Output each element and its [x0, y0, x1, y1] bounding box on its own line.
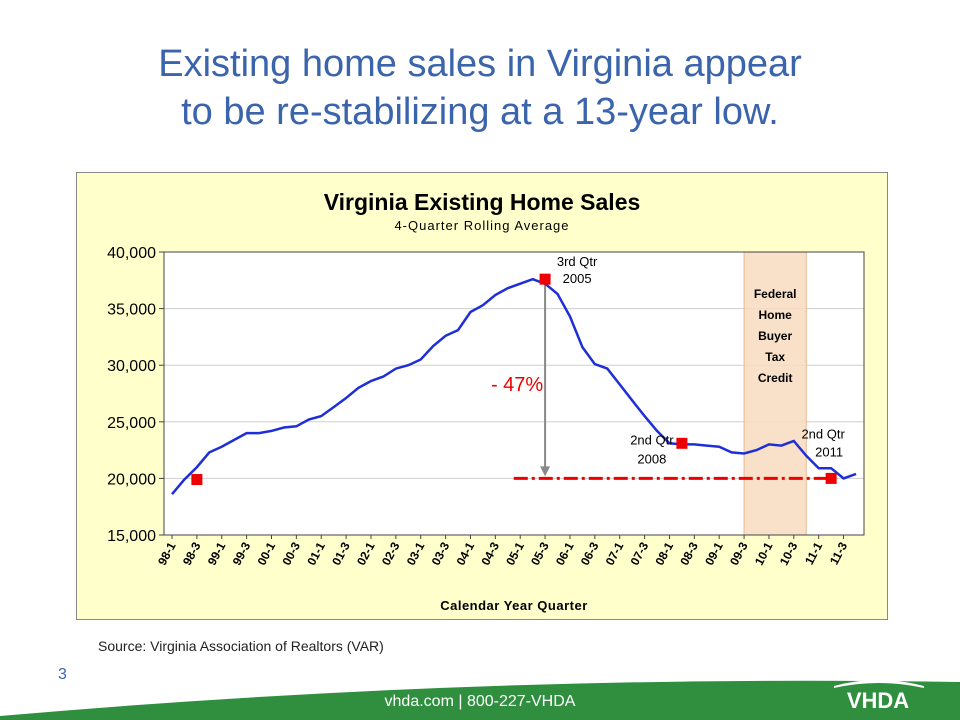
y-tick-label: 15,000 [107, 528, 156, 545]
percent-change-label: - 47% [491, 374, 543, 396]
trough-label-quarter: 2nd Qtr [630, 432, 674, 447]
y-tick-label: 30,000 [107, 358, 156, 375]
latest-label-quarter: 2nd Qtr [801, 426, 845, 441]
footer-contact: vhda.com | 800-227-VHDA [384, 693, 576, 710]
highlight-marker [825, 472, 837, 484]
page-number: 3 [58, 666, 67, 683]
highlight-marker [676, 437, 688, 449]
peak-label-quarter: 3rd Qtr [557, 254, 598, 269]
footer-swoosh [0, 680, 960, 720]
series-line [171, 277, 857, 496]
band-label-line: Tax [765, 350, 785, 364]
slide-title-line-2: to be re-stabilizing at a 13-year low. [181, 91, 779, 133]
trough-label-year: 2008 [637, 451, 666, 466]
peak-label-year: 2005 [563, 271, 592, 286]
highlight-marker [539, 273, 551, 285]
plot-border [163, 251, 865, 536]
highlight-marker [191, 474, 203, 486]
chart-container: Virginia Existing Home Sales 4-Quarter R… [76, 172, 888, 620]
chart-subtitle: 4-Quarter Rolling Average [394, 218, 569, 233]
source-note: Source: Virginia Association of Realtors… [98, 638, 384, 654]
logo-wordmark: VHDA [847, 688, 909, 713]
y-tick-label: 20,000 [107, 471, 156, 488]
band-label-line: Buyer [758, 329, 792, 343]
y-axis: 15,000 20,000 25,000 30,000 35,000 40,000 [107, 245, 164, 545]
y-tick-label: 25,000 [107, 415, 156, 432]
highlight-markers [191, 273, 837, 486]
y-tick-label: 35,000 [107, 302, 156, 319]
home-sales-chart: Virginia Existing Home Sales 4-Quarter R… [76, 172, 888, 620]
tax-credit-label: Federal Home Buyer Tax Credit [754, 287, 797, 385]
decline-arrowhead [540, 466, 551, 477]
band-label-line: Federal [754, 287, 797, 301]
chart-title: Virginia Existing Home Sales [324, 189, 641, 215]
band-label-line: Home [758, 308, 792, 322]
slide-title: Existing home sales in Virginia appear t… [40, 40, 920, 136]
latest-label-year: 2011 [815, 444, 843, 459]
vhda-logo: VHDA [834, 660, 924, 713]
x-axis-label: Calendar Year Quarter [440, 598, 588, 613]
logo-skyline-icon [834, 660, 924, 688]
slide-title-line-1: Existing home sales in Virginia appear [158, 43, 802, 85]
band-label-line: Credit [758, 371, 793, 385]
y-tick-label: 40,000 [107, 245, 156, 262]
footer-bar [0, 680, 960, 720]
